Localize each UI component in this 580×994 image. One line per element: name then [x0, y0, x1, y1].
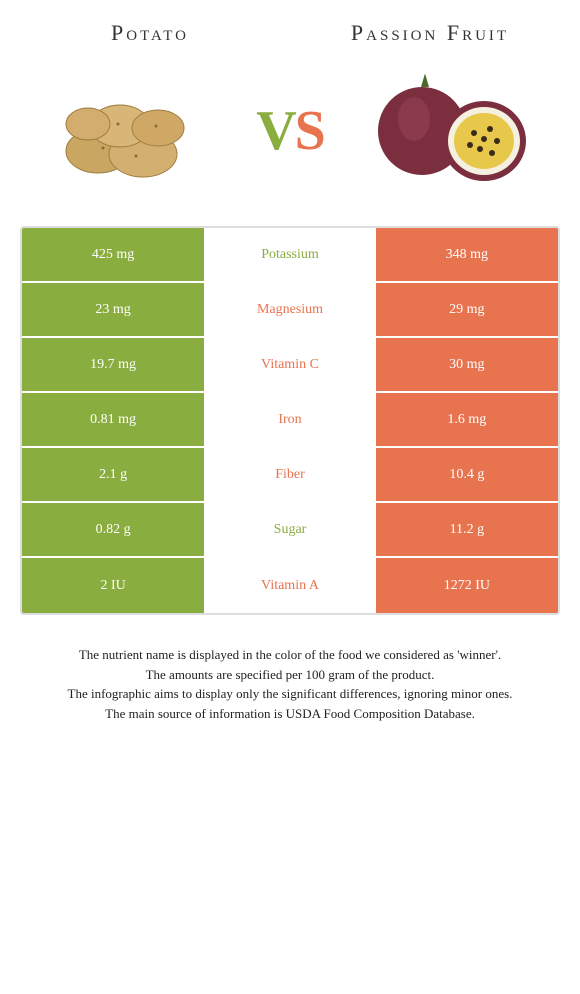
left-value: 425 mg: [22, 228, 204, 281]
footnotes: The nutrient name is displayed in the co…: [20, 615, 560, 723]
images-row: VS: [20, 66, 560, 226]
nutrient-label: Vitamin A: [204, 558, 376, 613]
left-food-title: Potato: [50, 20, 250, 46]
right-value: 11.2 g: [376, 503, 558, 556]
right-value: 348 mg: [376, 228, 558, 281]
table-row: 23 mgMagnesium29 mg: [22, 283, 558, 338]
nutrient-label: Sugar: [204, 503, 376, 556]
right-value: 1.6 mg: [376, 393, 558, 446]
vs-v: V: [256, 100, 294, 162]
nutrient-label: Fiber: [204, 448, 376, 501]
footnote-line: The infographic aims to display only the…: [30, 684, 550, 704]
left-value: 19.7 mg: [22, 338, 204, 391]
left-value: 2.1 g: [22, 448, 204, 501]
passion-fruit-image: [370, 66, 535, 196]
left-value: 0.81 mg: [22, 393, 204, 446]
right-value: 10.4 g: [376, 448, 558, 501]
table-row: 0.81 mgIron1.6 mg: [22, 393, 558, 448]
right-food-title: Passion Fruit: [330, 20, 530, 46]
table-row: 2 IUVitamin A1272 IU: [22, 558, 558, 613]
left-value: 0.82 g: [22, 503, 204, 556]
right-value: 1272 IU: [376, 558, 558, 613]
potato-image: [45, 66, 210, 196]
nutrient-label: Iron: [204, 393, 376, 446]
nutrient-label: Potassium: [204, 228, 376, 281]
vs-label: VS: [256, 99, 324, 163]
footnote-line: The amounts are specified per 100 gram o…: [30, 665, 550, 685]
nutrient-label: Magnesium: [204, 283, 376, 336]
nutrient-label: Vitamin C: [204, 338, 376, 391]
right-value: 29 mg: [376, 283, 558, 336]
vs-s: S: [295, 100, 324, 162]
table-row: 0.82 gSugar11.2 g: [22, 503, 558, 558]
footnote-line: The nutrient name is displayed in the co…: [30, 645, 550, 665]
footnote-line: The main source of information is USDA F…: [30, 704, 550, 724]
table-row: 2.1 gFiber10.4 g: [22, 448, 558, 503]
left-value: 2 IU: [22, 558, 204, 613]
right-value: 30 mg: [376, 338, 558, 391]
nutrient-table: 425 mgPotassium348 mg23 mgMagnesium29 mg…: [20, 226, 560, 615]
table-row: 425 mgPotassium348 mg: [22, 228, 558, 283]
left-value: 23 mg: [22, 283, 204, 336]
table-row: 19.7 mgVitamin C30 mg: [22, 338, 558, 393]
